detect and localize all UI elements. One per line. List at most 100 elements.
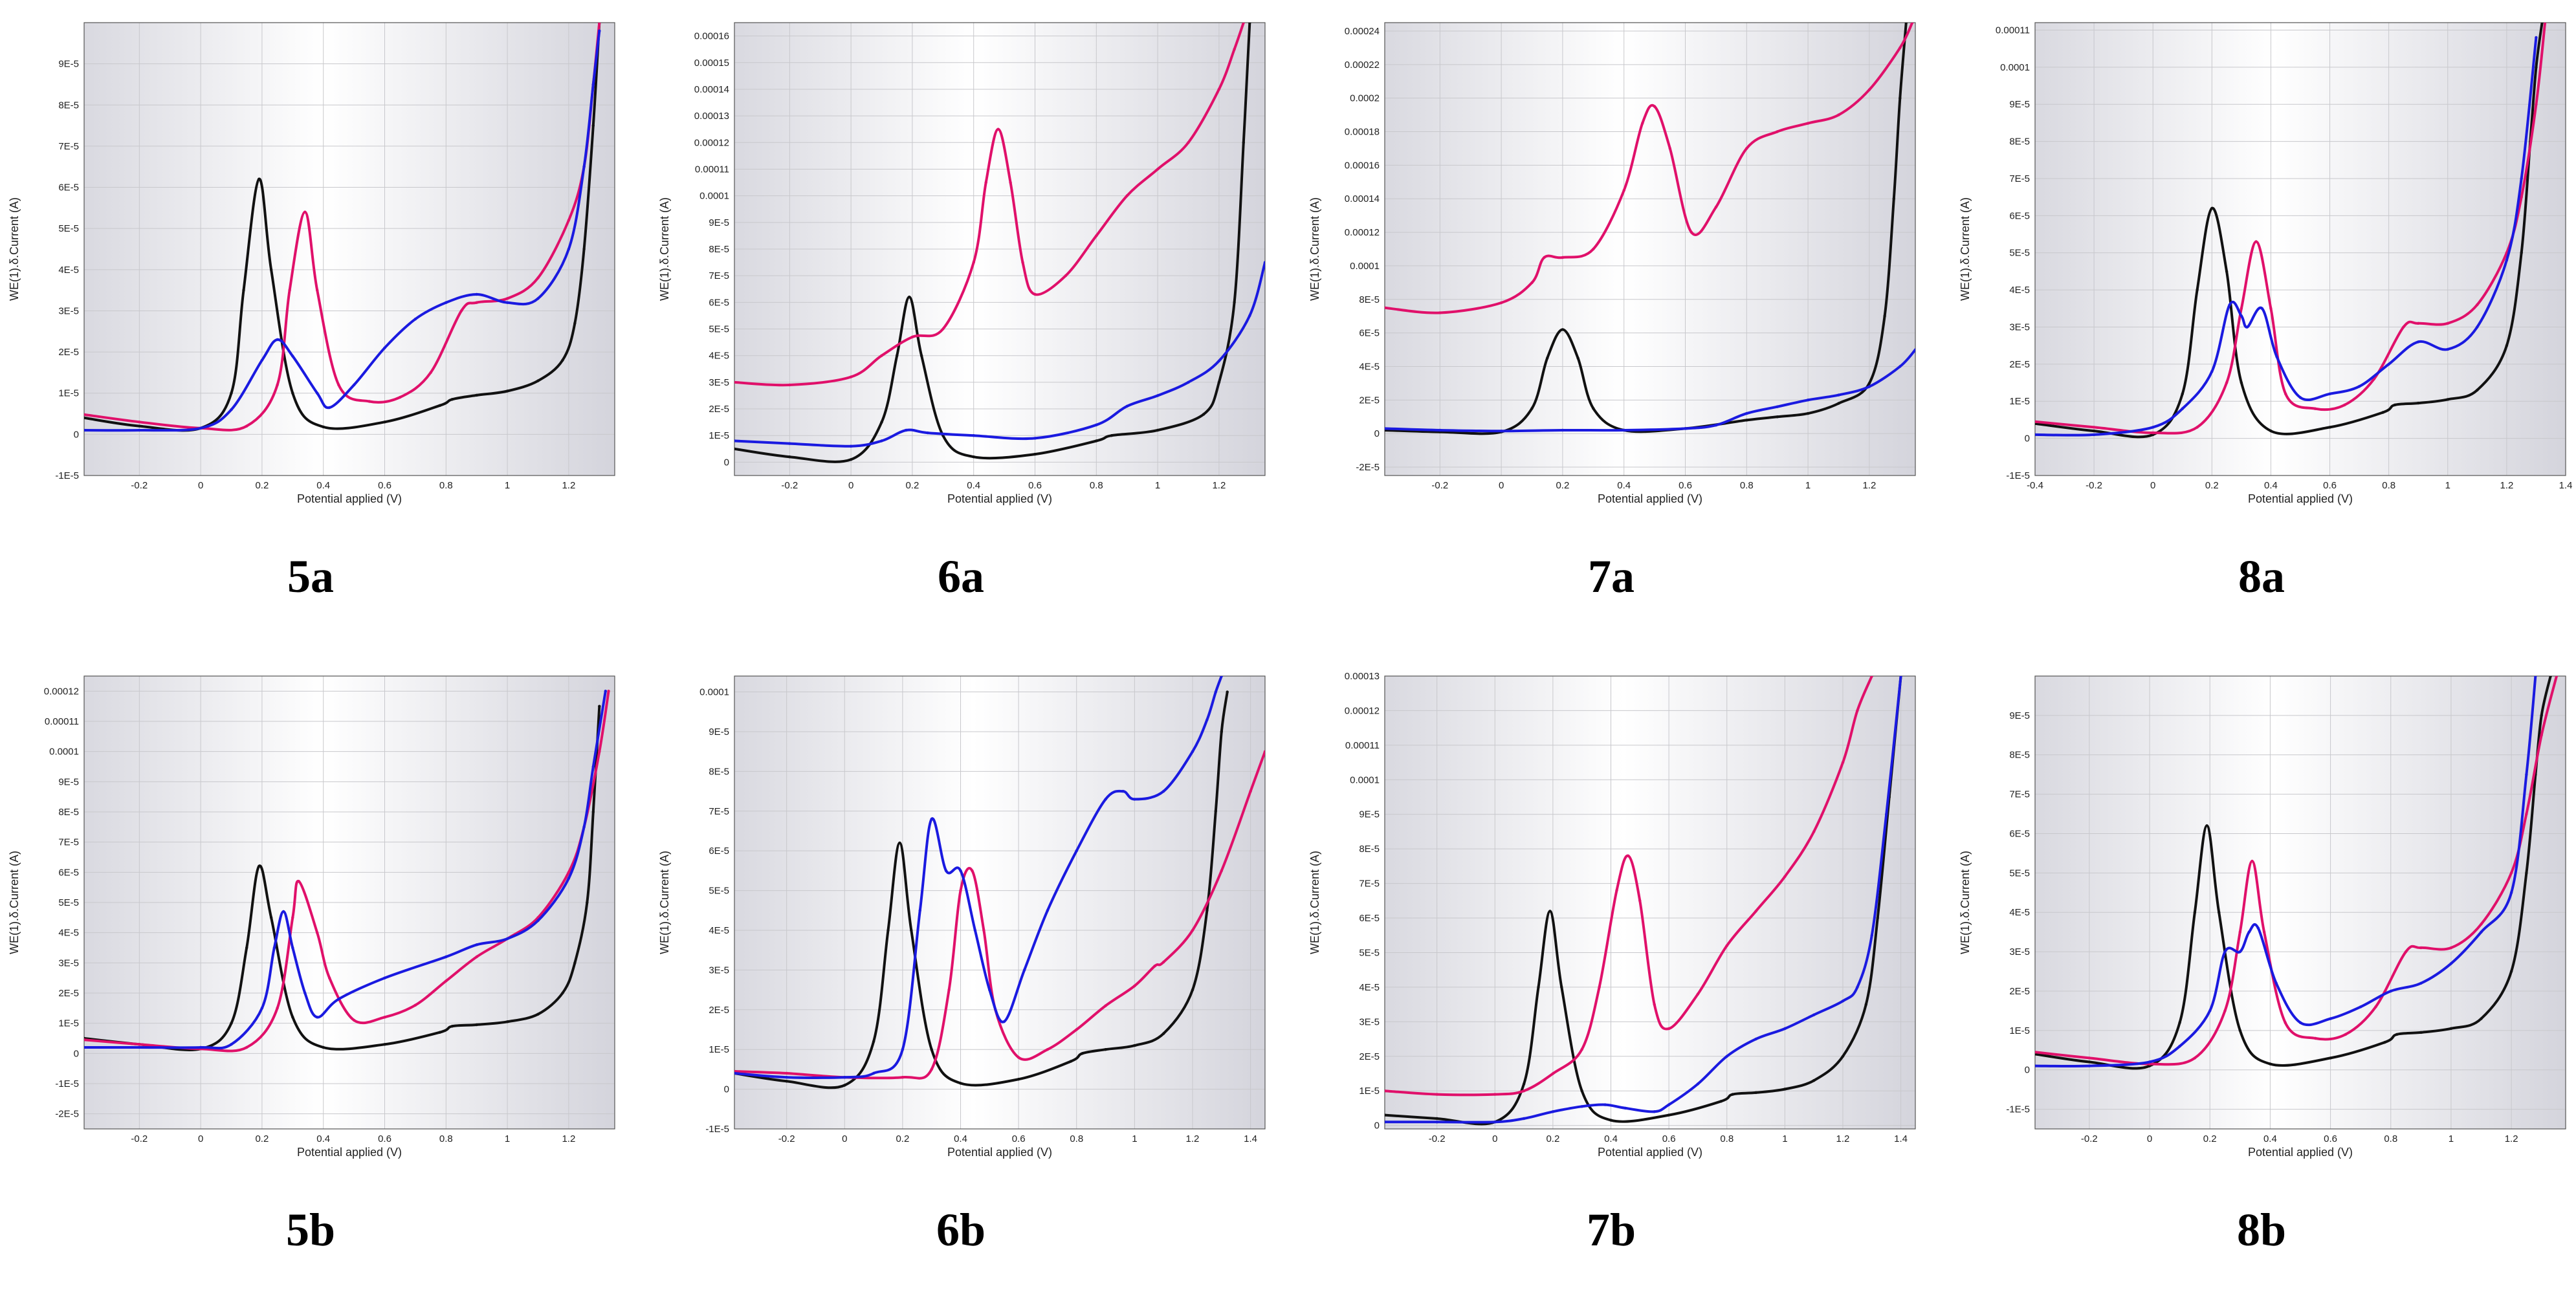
series-point-0 bbox=[242, 289, 245, 292]
y-tick-label: 8E-5 bbox=[709, 244, 729, 255]
x-tick-label: 0.4 bbox=[316, 480, 330, 491]
series-point-2 bbox=[1133, 798, 1136, 801]
y-tick-label: 2E-5 bbox=[1359, 395, 1380, 406]
series-point-2 bbox=[352, 383, 356, 387]
plot-frame bbox=[734, 675, 1266, 1130]
series-point-1 bbox=[2555, 676, 2559, 678]
series-point-1 bbox=[2196, 426, 2199, 429]
series-point-2 bbox=[1205, 718, 1209, 721]
y-tick-label: -1E-5 bbox=[2006, 1104, 2030, 1115]
series-point-2 bbox=[2275, 355, 2278, 358]
series-point-2 bbox=[2389, 989, 2392, 993]
series-point-0 bbox=[886, 928, 890, 932]
series-point-0 bbox=[2087, 1060, 2091, 1064]
series-point-1 bbox=[413, 1003, 417, 1007]
series-point-1 bbox=[2251, 859, 2254, 863]
series-point-1 bbox=[2092, 426, 2096, 429]
series-point-2 bbox=[1156, 394, 1160, 397]
series-point-2 bbox=[2274, 981, 2278, 985]
x-tick-label: 1.2 bbox=[1836, 1133, 1850, 1144]
series-point-1 bbox=[901, 1076, 905, 1079]
series-point-1 bbox=[352, 1018, 356, 1022]
y-tick-label: 0.00011 bbox=[695, 164, 729, 175]
panel-label: 7b bbox=[1586, 1204, 1636, 1256]
chart-panel-8a: -0.4 -0.2 0 0.2 0.4 0.6 0.8 1 1.2 1.4 -1E-5 0 1E-5 2E… bbox=[1951, 13, 2572, 653]
y-tick-label: 1E-5 bbox=[58, 388, 79, 399]
x-tick-label: 0.2 bbox=[1546, 1133, 1559, 1144]
series-point-1 bbox=[1249, 789, 1252, 793]
y-tick-label: 9E-5 bbox=[709, 217, 729, 228]
series-point-0 bbox=[1017, 1078, 1020, 1081]
series-point-2 bbox=[1385, 427, 1387, 430]
series-point-0 bbox=[438, 404, 441, 407]
series-point-2 bbox=[445, 301, 448, 304]
series-point-0 bbox=[1522, 1082, 1526, 1086]
series-point-0 bbox=[959, 1082, 962, 1085]
series-point-1 bbox=[1592, 247, 1595, 251]
chart-svg: -0.2 0 0.2 0.4 0.6 0.8 1 1.2 1.4 -1E-5 0 1E-5 2E-5 3E… bbox=[658, 675, 1266, 1159]
series-point-1 bbox=[288, 289, 291, 292]
series-point-1 bbox=[2223, 1009, 2227, 1012]
x-tick-label: 1.4 bbox=[1894, 1133, 1908, 1144]
series-point-1 bbox=[1627, 854, 1630, 858]
series-point-0 bbox=[1899, 96, 1902, 100]
series-line-2 bbox=[2035, 676, 2537, 1068]
series-point-2 bbox=[1684, 427, 1687, 430]
y-tick-label: 7E-5 bbox=[709, 270, 729, 281]
x-tick-label: 0.4 bbox=[316, 1133, 330, 1144]
series-point-2 bbox=[84, 428, 86, 432]
series-point-0 bbox=[930, 1048, 933, 1051]
y-tick-label: 8E-5 bbox=[709, 766, 729, 777]
series-point-1 bbox=[1385, 1089, 1387, 1093]
series-point-0 bbox=[2446, 398, 2449, 401]
series-point-2 bbox=[591, 83, 595, 86]
series-point-1 bbox=[1806, 122, 1810, 125]
series-point-2 bbox=[2228, 303, 2231, 307]
x-axis-label: Potential applied (V) bbox=[947, 492, 1052, 505]
series-point-2 bbox=[1812, 1013, 1816, 1016]
series-point-0 bbox=[1205, 909, 1209, 912]
series-point-0 bbox=[1745, 419, 1748, 422]
series-point-0 bbox=[2329, 1056, 2332, 1060]
x-tick-label: 0.2 bbox=[905, 480, 919, 491]
y-tick-label: 7E-5 bbox=[1359, 879, 1380, 890]
series-point-0 bbox=[258, 864, 261, 868]
series-point-1 bbox=[1812, 830, 1816, 833]
series-group bbox=[734, 676, 1265, 1089]
x-tick-label: 0.4 bbox=[967, 480, 980, 491]
series-point-1 bbox=[930, 1067, 933, 1071]
series-point-0 bbox=[1776, 415, 1779, 419]
x-tick-label: 0.8 bbox=[1070, 1133, 1083, 1144]
series-point-0 bbox=[2240, 381, 2243, 384]
series-point-2 bbox=[2476, 325, 2479, 329]
series-point-1 bbox=[1153, 965, 1156, 968]
series-point-1 bbox=[1217, 87, 1221, 91]
series-point-2 bbox=[849, 444, 853, 448]
y-tick-label: 0 bbox=[2025, 1065, 2030, 1076]
series-point-0 bbox=[2476, 388, 2479, 392]
series-point-2 bbox=[788, 442, 791, 445]
y-tick-label: 7E-5 bbox=[58, 837, 79, 848]
series-point-2 bbox=[972, 434, 975, 437]
series-group bbox=[2035, 23, 2547, 439]
series-point-0 bbox=[230, 391, 233, 395]
x-tick-label: -0.2 bbox=[2086, 480, 2102, 491]
panel-label: 5a bbox=[287, 551, 334, 602]
series-point-0 bbox=[561, 358, 564, 362]
series-point-1 bbox=[1622, 189, 1625, 192]
panel-label: 5b bbox=[285, 1204, 336, 1256]
y-tick-label: 6E-5 bbox=[58, 867, 79, 878]
y-tick-label: 5E-5 bbox=[709, 324, 729, 335]
series-point-0 bbox=[2480, 1017, 2483, 1020]
series-point-1 bbox=[1438, 311, 1442, 314]
series-point-2 bbox=[337, 998, 340, 1001]
series-point-1 bbox=[1911, 23, 1914, 25]
series-point-1 bbox=[316, 289, 319, 292]
series-point-2 bbox=[536, 919, 540, 923]
chart-panel-6a: -0.2 0 0.2 0.4 0.6 0.8 1 1.2 0 1E-5 2E-5 3E-5 4E-5 5E… bbox=[650, 13, 1271, 653]
series-point-0 bbox=[2509, 970, 2513, 973]
series-point-1 bbox=[1653, 1003, 1656, 1006]
series-point-0 bbox=[1214, 809, 1217, 813]
plot-frame bbox=[83, 22, 615, 476]
plot-area bbox=[734, 676, 1265, 1129]
